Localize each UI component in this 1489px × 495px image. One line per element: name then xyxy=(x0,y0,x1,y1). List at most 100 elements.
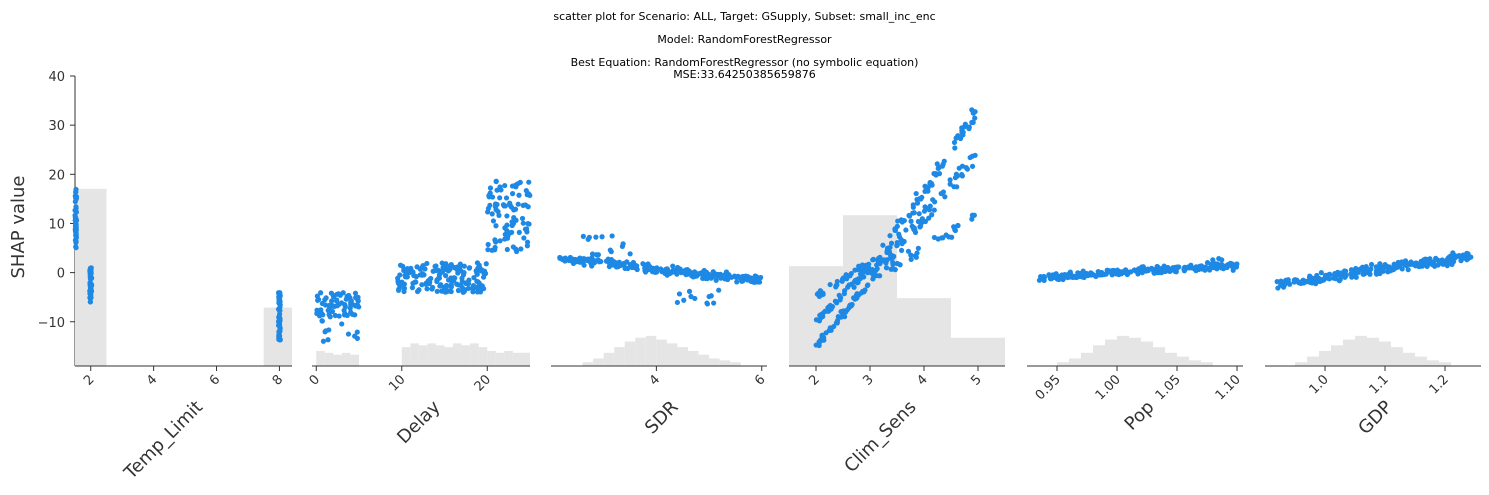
data-point xyxy=(318,290,324,296)
data-point xyxy=(320,338,327,344)
histogram-bar xyxy=(1165,352,1177,366)
data-point xyxy=(676,291,683,297)
data-point xyxy=(1211,264,1217,271)
data-point xyxy=(658,267,665,274)
data-point xyxy=(923,184,930,191)
histogram-bar xyxy=(324,352,334,366)
data-point xyxy=(460,272,467,278)
data-point xyxy=(671,267,677,273)
data-point xyxy=(895,218,901,224)
histogram-bar xyxy=(435,345,445,366)
data-point xyxy=(827,306,833,312)
data-point xyxy=(912,253,918,259)
data-point xyxy=(490,218,497,224)
data-point xyxy=(525,204,531,210)
data-point xyxy=(501,203,507,209)
data-point xyxy=(877,273,883,279)
y-tick-label: −10 xyxy=(38,316,65,331)
data-point xyxy=(497,238,503,244)
data-point xyxy=(448,288,454,295)
histogram-bar xyxy=(461,345,471,366)
data-point xyxy=(487,190,493,196)
data-point xyxy=(87,295,93,301)
data-point xyxy=(704,300,710,306)
x-tick-label: 0.95 xyxy=(1033,372,1064,403)
data-point xyxy=(319,318,325,324)
data-point xyxy=(353,295,359,301)
data-point xyxy=(1124,271,1130,278)
data-point xyxy=(443,273,449,279)
x-tick-label: 2 xyxy=(81,372,97,388)
data-point xyxy=(971,212,977,218)
histogram-bar xyxy=(951,337,1005,366)
data-point xyxy=(277,299,283,305)
data-point xyxy=(73,221,79,228)
data-point xyxy=(1448,259,1455,266)
data-point xyxy=(1278,278,1284,284)
data-point xyxy=(859,267,866,273)
data-point xyxy=(1298,280,1304,286)
data-point xyxy=(526,221,532,227)
x-tick-label: 20 xyxy=(472,372,494,394)
data-point xyxy=(622,265,628,271)
data-point xyxy=(414,288,421,295)
data-point xyxy=(624,259,630,265)
data-point xyxy=(827,281,833,288)
data-point xyxy=(410,280,416,286)
data-point xyxy=(1325,275,1331,281)
data-point xyxy=(275,322,282,329)
data-point xyxy=(1303,279,1309,285)
data-point xyxy=(892,227,898,234)
data-point xyxy=(897,262,903,268)
data-point xyxy=(522,226,529,232)
histogram-bar xyxy=(624,341,636,366)
data-point xyxy=(498,187,504,193)
data-point xyxy=(913,190,919,197)
data-point xyxy=(336,313,342,319)
histogram-bar xyxy=(1189,360,1201,366)
data-point xyxy=(908,252,914,258)
data-point xyxy=(518,246,524,252)
histogram-bar xyxy=(614,347,625,366)
data-point xyxy=(871,273,877,279)
data-point xyxy=(473,268,479,274)
data-point xyxy=(424,286,430,292)
data-point xyxy=(865,262,871,268)
data-point xyxy=(505,232,511,238)
data-point xyxy=(823,330,829,336)
data-point xyxy=(400,263,406,269)
data-point xyxy=(485,241,491,248)
data-point xyxy=(910,202,916,208)
data-point xyxy=(952,145,958,151)
data-point xyxy=(908,218,914,224)
data-point xyxy=(674,299,680,306)
data-point xyxy=(969,216,975,222)
data-point xyxy=(851,284,857,290)
data-point xyxy=(503,195,510,201)
data-point xyxy=(924,205,931,211)
data-point xyxy=(1291,278,1298,284)
data-point xyxy=(862,287,868,293)
data-point xyxy=(936,164,942,171)
data-point xyxy=(753,273,759,280)
data-point xyxy=(870,257,876,263)
data-point xyxy=(1307,273,1313,279)
data-point xyxy=(1450,250,1456,256)
data-point xyxy=(632,263,638,269)
x-tick-label: 1.10 xyxy=(1213,372,1244,403)
data-point xyxy=(888,266,894,272)
data-point xyxy=(703,271,709,277)
histogram-bar xyxy=(635,337,646,366)
histogram-bar xyxy=(504,350,513,366)
data-point xyxy=(410,269,416,275)
data-point xyxy=(1349,274,1355,280)
data-point xyxy=(341,312,348,318)
data-point xyxy=(670,263,676,269)
data-point xyxy=(686,288,693,294)
data-point xyxy=(664,266,671,273)
histogram-bar xyxy=(418,345,428,366)
data-point xyxy=(276,333,282,339)
data-point xyxy=(87,271,93,277)
data-point xyxy=(436,272,443,278)
